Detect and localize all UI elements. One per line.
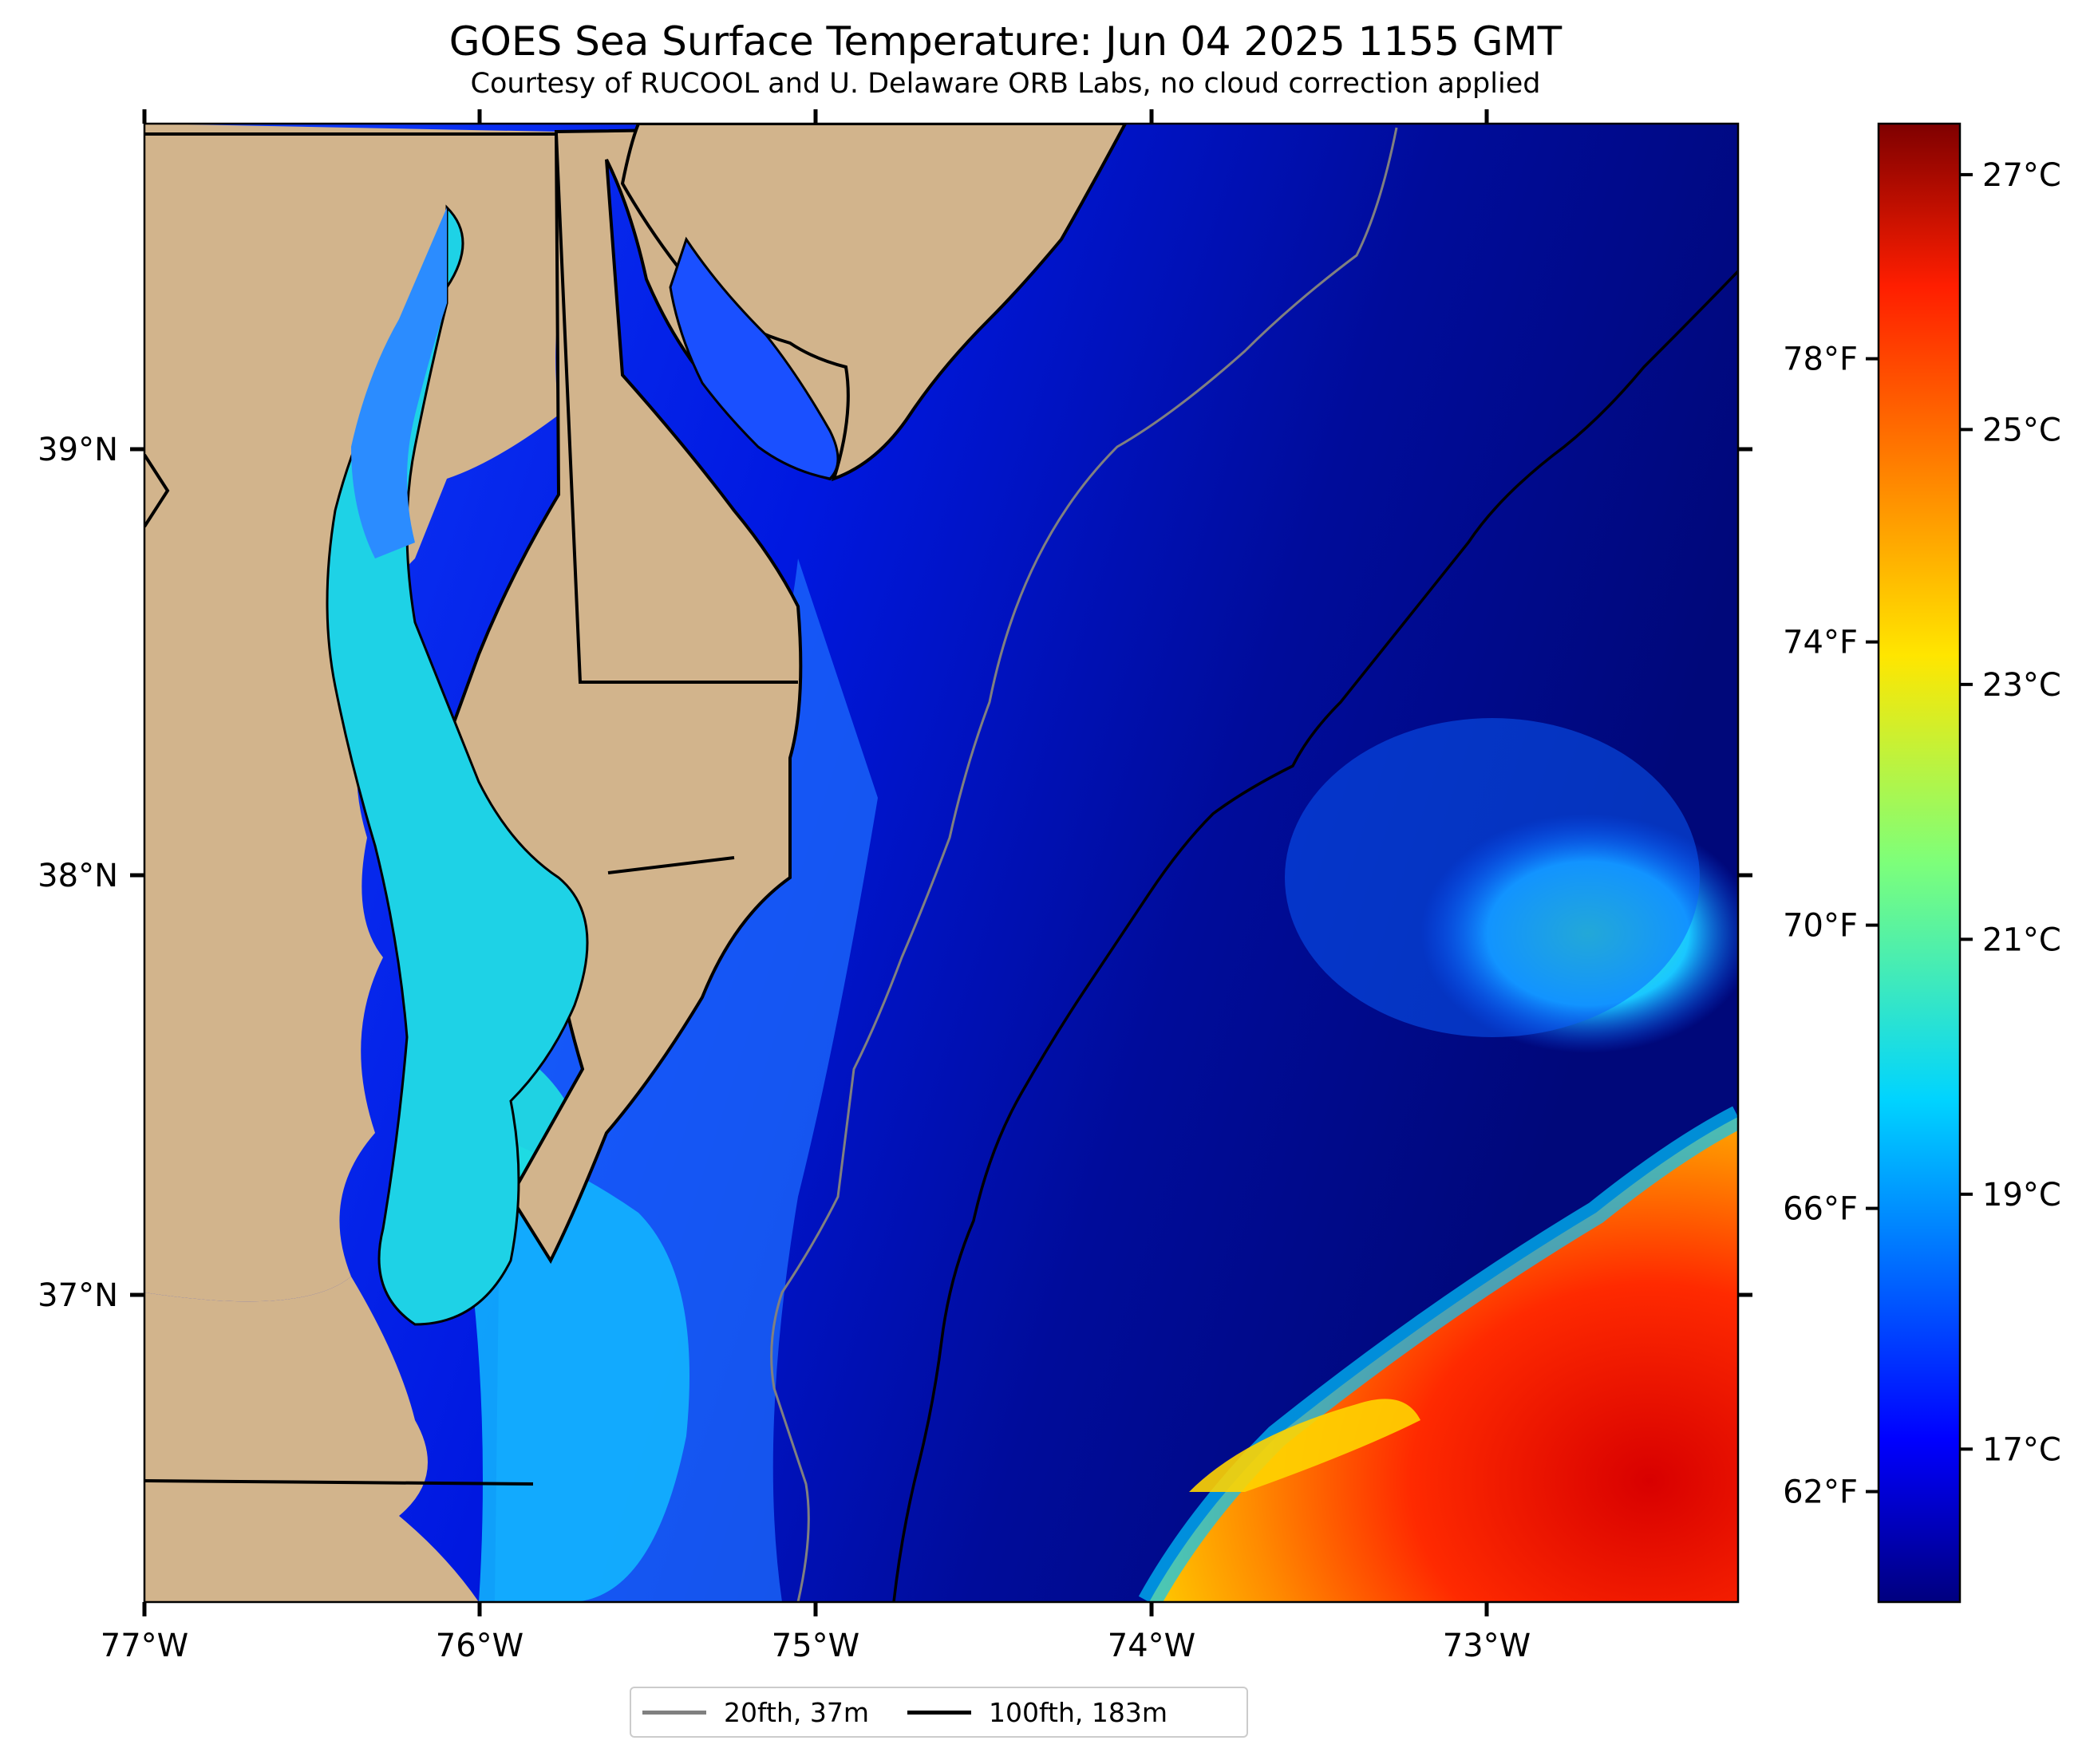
fahrenheit-ticks: 62°F 66°F 70°F 74°F 78°F <box>1783 341 1879 1511</box>
temperature-colorbar: 17°C 19°C 21°C 23°C 25°C 27°C 62°F 66°F 70°F 74°… <box>1783 122 2061 1604</box>
contour-20fth <box>770 127 1398 1602</box>
colorbar-gradient <box>1877 122 1962 1604</box>
gulf-stream-warm-water <box>1149 1117 1738 1602</box>
celsius-ticks: 17°C 19°C 21°C 23°C 25°C 27°C <box>1960 157 2061 1468</box>
legend-item-20fth: 20fth, 37m <box>642 1697 869 1728</box>
lon-tick-label: 74°W <box>1108 1628 1195 1664</box>
lat-tick-label: 37°N <box>38 1277 118 1314</box>
offshore-eddy-halo <box>1285 718 1700 1037</box>
lat-tick-label: 38°N <box>38 858 118 894</box>
state-boundary-md-de <box>144 132 798 684</box>
lat-tick-label: 39°N <box>38 432 118 468</box>
state-boundary-va-nc <box>144 1479 534 1486</box>
legend-item-100fth: 100fth, 183m <box>907 1697 1167 1728</box>
celsius-tick-label: 19°C <box>1982 1177 2061 1213</box>
fahrenheit-tick-label: 62°F <box>1783 1474 1858 1511</box>
legend-line-black <box>907 1710 971 1715</box>
longitude-axis: 77°W 76°W 75°W 74°W 73°W <box>101 109 1531 1664</box>
celsius-tick-label: 27°C <box>1982 157 2061 194</box>
celsius-tick-label: 25°C <box>1982 412 2061 448</box>
state-boundary-md-va <box>607 856 735 874</box>
lon-tick-label: 73°W <box>1443 1628 1531 1664</box>
fahrenheit-tick-label: 78°F <box>1783 341 1858 378</box>
latitude-axis: 39°N 38°N 37°N <box>38 432 1752 1314</box>
celsius-tick-label: 21°C <box>1982 921 2061 958</box>
legend-label: 100fth, 183m <box>989 1696 1167 1728</box>
contour-100fth <box>892 270 1738 1602</box>
map-title: GOES Sea Surface Temperature: Jun 04 202… <box>448 18 1563 65</box>
fahrenheit-tick-label: 70°F <box>1783 908 1858 945</box>
lon-tick-label: 75°W <box>772 1628 859 1664</box>
fahrenheit-tick-label: 66°F <box>1783 1191 1858 1228</box>
gulf-stream-filament <box>1189 1399 1420 1492</box>
delaware-bay <box>669 236 840 480</box>
celsius-tick-label: 23°C <box>1982 667 2061 704</box>
celsius-tick-label: 17°C <box>1982 1431 2061 1468</box>
contour-legend: 20fth, 37m 100fth, 183m <box>630 1687 1248 1738</box>
lon-tick-label: 77°W <box>101 1628 188 1664</box>
legend-line-gray <box>642 1710 706 1715</box>
virginia-land-south <box>144 1277 479 1602</box>
new-jersey-land <box>620 124 1128 482</box>
gulf-stream-front <box>1138 1106 1738 1602</box>
sst-field <box>144 124 1738 1602</box>
legend-label: 20fth, 37m <box>724 1696 869 1728</box>
fahrenheit-tick-label: 74°F <box>1783 625 1858 661</box>
upper-bay-cooler-water <box>351 207 447 558</box>
lon-tick-label: 76°W <box>436 1628 523 1664</box>
map-subtitle: Courtesy of RUCOOL and U. Delaware ORB L… <box>470 68 1541 100</box>
map-frame <box>143 122 1740 1604</box>
state-boundary-west <box>144 453 170 528</box>
